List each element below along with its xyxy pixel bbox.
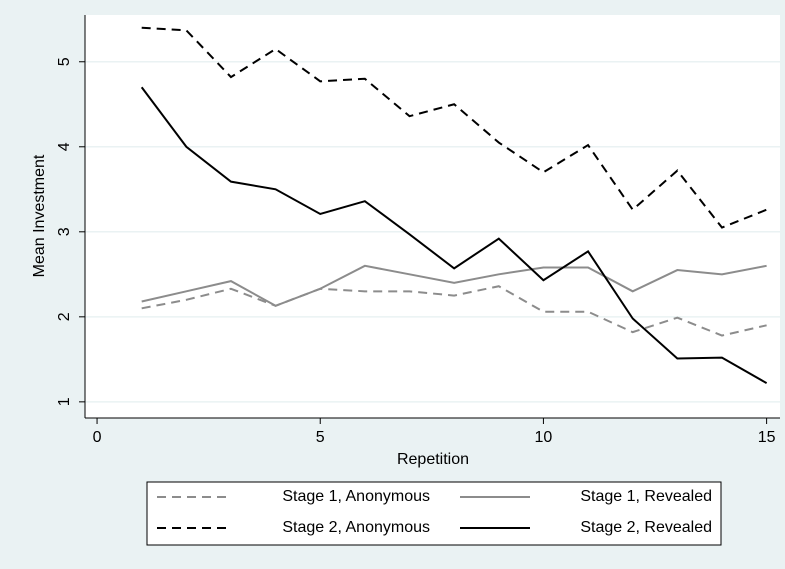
x-tick-label: 10 [535,429,553,446]
series-line [140,86,768,385]
series-line [141,285,767,337]
x-tick-label: 15 [758,429,776,446]
legend-label: Stage 2, Anonymous [282,519,430,536]
y-tick-label: 3 [56,227,73,236]
y-axis-title: Mean Investment [31,154,48,277]
legend-label: Stage 1, Anonymous [282,488,430,505]
x-axis-title: Repetition [397,451,469,468]
y-tick-label: 2 [56,312,73,321]
y-tick-label: 4 [56,142,73,151]
series-line [141,26,767,229]
legend [146,481,722,546]
y-tick-label: 1 [56,397,73,406]
legend-label: Stage 1, Revealed [580,488,712,505]
x-tick-label: 0 [93,429,102,446]
series-line [141,264,767,307]
legend-label: Stage 2, Revealed [580,519,712,536]
x-tick-label: 5 [316,429,325,446]
plot-area [85,15,780,418]
y-tick-label: 5 [56,57,73,66]
